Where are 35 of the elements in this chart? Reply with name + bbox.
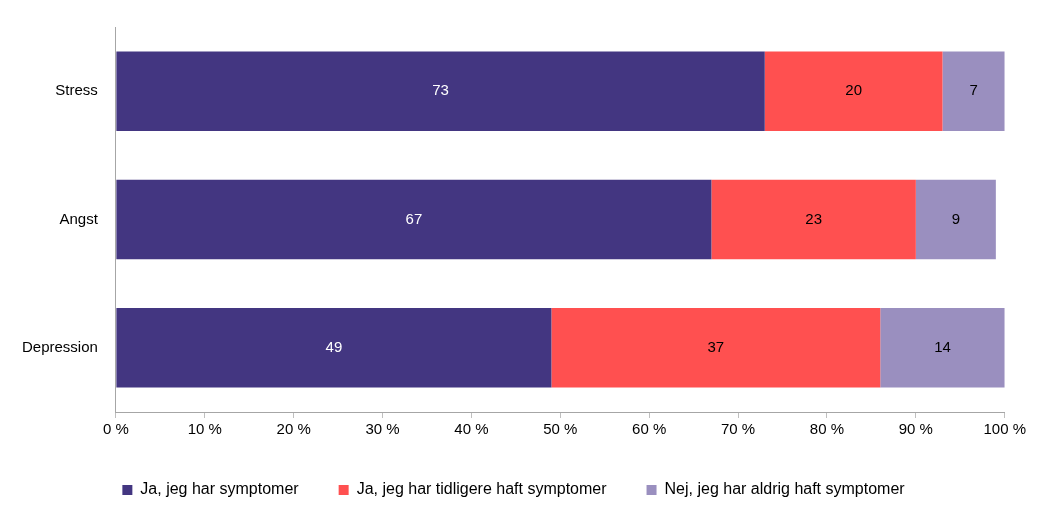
y-tick-label: Stress xyxy=(55,81,98,99)
data-label: 7 xyxy=(969,81,978,99)
legend-label: Ja, jeg har symptomer xyxy=(140,480,300,498)
bar xyxy=(942,51,1005,131)
data-label: 37 xyxy=(707,337,725,355)
x-tick-label: 100 % xyxy=(983,420,1027,438)
bar xyxy=(116,51,765,131)
x-tick-label: 60 % xyxy=(632,420,667,438)
bar xyxy=(551,308,881,388)
bar xyxy=(880,308,1005,388)
x-tick-label: 80 % xyxy=(809,420,845,438)
x-tick-label: 70 % xyxy=(720,420,756,438)
y-tick-label: Depression xyxy=(22,337,98,355)
legend-label: Nej, jeg har aldrig haft symptomer xyxy=(664,480,906,498)
bar xyxy=(764,51,943,131)
x-tick-label: 20 % xyxy=(276,420,311,438)
bar xyxy=(711,179,916,260)
y-tick-label: Angst xyxy=(59,209,99,227)
bar xyxy=(116,179,712,260)
data-label: 67 xyxy=(405,209,423,227)
x-tick-label: 0 % xyxy=(102,420,129,438)
data-label: 49 xyxy=(325,337,343,355)
x-tick-label: 40 % xyxy=(454,420,489,438)
x-tick-label: 50 % xyxy=(543,420,578,438)
data-label: 23 xyxy=(805,209,822,227)
bar xyxy=(116,308,552,388)
x-tick-label: 10 % xyxy=(187,420,222,438)
data-label: 9 xyxy=(951,209,961,227)
x-tick-label: 90 % xyxy=(898,420,933,438)
bar xyxy=(915,179,996,260)
x-tick-label: 30 % xyxy=(365,420,400,438)
data-label: 14 xyxy=(934,337,951,355)
legend-label: Ja, jeg har tidligere haft symptomer xyxy=(356,480,608,498)
data-label: 73 xyxy=(432,81,449,99)
data-label: 20 xyxy=(845,81,862,99)
